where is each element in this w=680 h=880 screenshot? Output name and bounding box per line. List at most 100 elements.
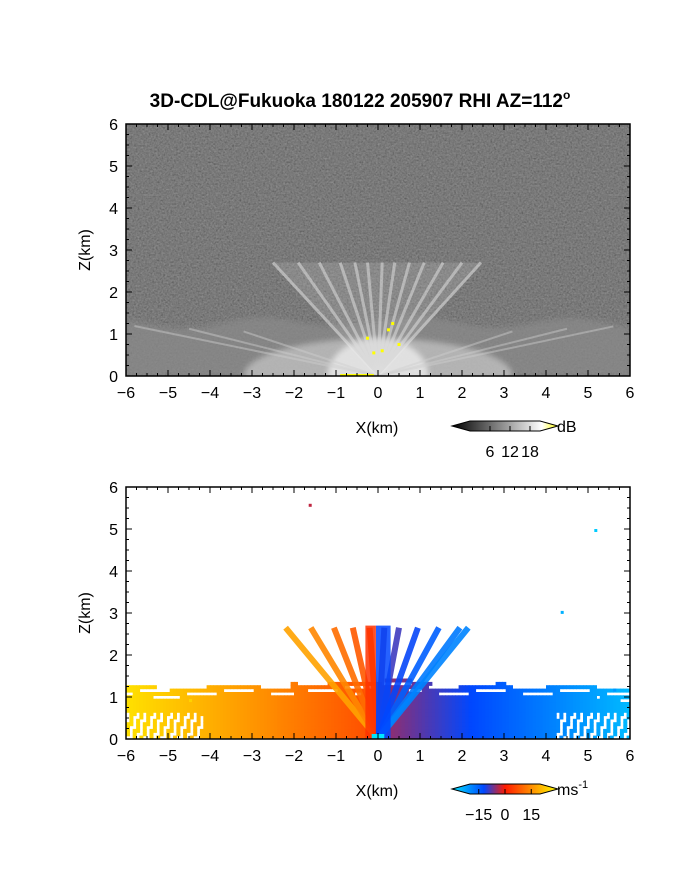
velocity-cell bbox=[408, 722, 413, 727]
velocity-cell bbox=[562, 708, 567, 713]
colorbar-dB-ramp bbox=[450, 420, 560, 432]
velocity-cell bbox=[441, 698, 446, 703]
velocity-cell bbox=[263, 732, 268, 737]
velocity-cell bbox=[206, 732, 211, 737]
velocity-cell bbox=[532, 732, 537, 737]
velocity-cell bbox=[230, 698, 235, 703]
velocity-cell bbox=[277, 712, 282, 717]
velocity-cell bbox=[273, 722, 278, 727]
velocity-cell bbox=[317, 715, 322, 720]
velocity-cell bbox=[505, 702, 510, 706]
velocity-cell bbox=[418, 715, 423, 720]
velocity-cell bbox=[173, 708, 177, 713]
velocity-cell bbox=[502, 722, 507, 727]
velocity-cell bbox=[552, 732, 557, 737]
velocity-cell bbox=[220, 715, 225, 720]
velocity-cell bbox=[404, 718, 409, 723]
velocity-cell bbox=[583, 698, 587, 703]
velocity-cell bbox=[159, 722, 164, 727]
velocity-cell bbox=[310, 695, 315, 700]
velocity-cell bbox=[243, 708, 248, 713]
y-tick-label: 1 bbox=[109, 327, 118, 344]
velocity-cell bbox=[613, 725, 618, 730]
velocity-cell bbox=[398, 732, 403, 737]
velocity-cell bbox=[542, 735, 547, 739]
velocity-cell bbox=[616, 705, 621, 710]
velocity-cell bbox=[609, 695, 614, 700]
velocity-cell bbox=[216, 698, 221, 703]
velocity-cell bbox=[391, 678, 396, 683]
velocity-cell bbox=[576, 708, 581, 713]
velocity-cell bbox=[126, 722, 130, 727]
velocity-cell bbox=[126, 702, 130, 706]
velocity-cell bbox=[203, 735, 208, 739]
velocity-cell bbox=[206, 722, 211, 727]
velocity-cell bbox=[428, 712, 433, 717]
velocity-cell bbox=[233, 698, 238, 703]
y-tick-label: 5 bbox=[109, 159, 118, 176]
velocity-cell bbox=[163, 715, 167, 720]
velocity-cell bbox=[273, 732, 278, 737]
velocity-cell bbox=[458, 712, 463, 717]
velocity-cell bbox=[418, 725, 423, 730]
velocity-cell bbox=[411, 732, 416, 737]
velocity-cell bbox=[226, 728, 231, 733]
velocity-cell bbox=[455, 722, 460, 727]
velocity-cell bbox=[213, 725, 218, 730]
velocity-cell bbox=[189, 712, 194, 717]
velocity-cell bbox=[623, 702, 628, 706]
velocity-cell bbox=[509, 712, 513, 717]
velocity-cell bbox=[546, 712, 550, 717]
velocity-cell bbox=[236, 728, 241, 733]
velocity-cell bbox=[344, 718, 349, 723]
velocity-cell bbox=[546, 708, 550, 713]
velocity-cell bbox=[206, 718, 211, 723]
velocity-cell bbox=[243, 725, 248, 730]
velocity-cell bbox=[458, 715, 463, 720]
velocity-cell bbox=[495, 681, 500, 686]
velocity-cell bbox=[589, 728, 594, 733]
velocity-cell bbox=[267, 705, 272, 710]
velocity-cell bbox=[213, 712, 218, 717]
velocity-cell bbox=[609, 712, 614, 717]
velocity-cell bbox=[431, 715, 436, 720]
velocity-cell bbox=[401, 718, 406, 723]
velocity-cell bbox=[139, 702, 144, 706]
velocity-cell bbox=[431, 708, 436, 713]
velocity-cell bbox=[549, 695, 554, 700]
velocity-cell bbox=[485, 705, 490, 710]
velocity-cell bbox=[478, 712, 483, 717]
velocity-cell bbox=[535, 708, 540, 713]
velocity-cell bbox=[583, 708, 587, 713]
velocity-cell bbox=[556, 708, 561, 713]
velocity-cell bbox=[334, 715, 339, 720]
velocity-cell bbox=[126, 732, 130, 737]
velocity-cell bbox=[240, 705, 245, 710]
velocity-cell bbox=[499, 712, 503, 717]
velocity-cell bbox=[240, 735, 245, 739]
velocity-cell bbox=[297, 735, 302, 739]
velocity-cell bbox=[468, 715, 473, 720]
velocity-cell bbox=[441, 715, 446, 720]
velocity-cell bbox=[619, 695, 624, 700]
velocity-cell bbox=[616, 702, 621, 706]
velocity-cell bbox=[132, 728, 137, 733]
velocity-cell bbox=[532, 708, 537, 713]
velocity-cell bbox=[462, 735, 466, 739]
velocity-cell bbox=[589, 702, 594, 706]
velocity-cell bbox=[206, 735, 211, 739]
velocity-cell bbox=[583, 685, 587, 690]
velocity-cell bbox=[136, 698, 141, 703]
velocity-cell bbox=[179, 715, 184, 720]
velocity-cell bbox=[408, 708, 413, 713]
velocity-cell bbox=[458, 688, 463, 693]
velocity-cell bbox=[522, 718, 527, 723]
velocity-cell bbox=[438, 725, 443, 730]
velocity-cell bbox=[603, 712, 608, 717]
velocity-cell bbox=[559, 702, 564, 706]
velocity-cell bbox=[337, 728, 342, 733]
velocity-cell bbox=[300, 722, 305, 727]
velocity-cell bbox=[502, 685, 507, 690]
velocity-cell bbox=[512, 712, 517, 717]
velocity-cell bbox=[314, 728, 319, 733]
